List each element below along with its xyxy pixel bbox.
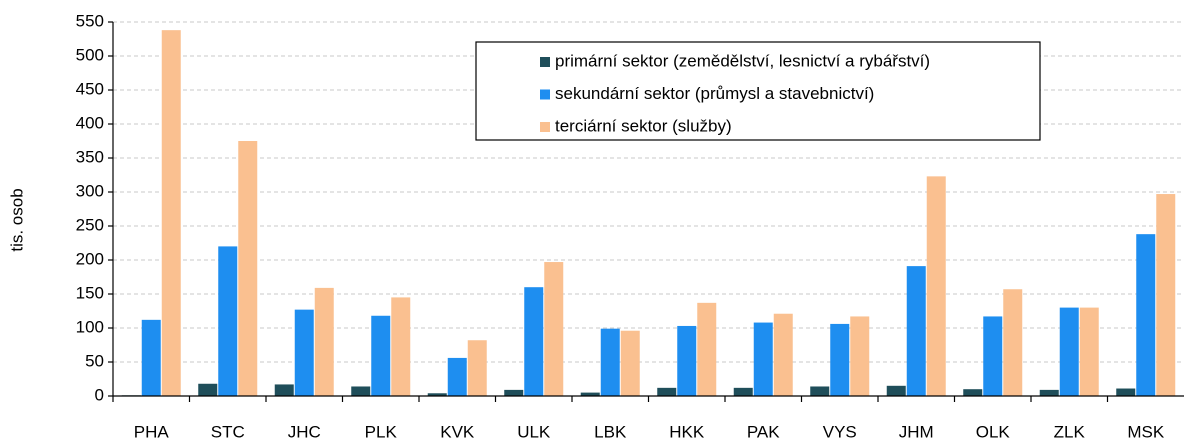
bar	[810, 386, 830, 396]
bar	[351, 386, 371, 396]
bar	[830, 323, 850, 396]
bar	[544, 262, 564, 396]
bar	[1003, 289, 1023, 396]
legend-label: primární sektor (zemědělství, lesnictví …	[555, 51, 930, 70]
y-tick-label: 550	[76, 11, 104, 30]
bar	[1116, 388, 1136, 396]
bar	[161, 30, 181, 396]
y-tick-label: 0	[95, 385, 104, 404]
y-tick-label: 450	[76, 79, 104, 98]
bar	[1059, 307, 1079, 396]
x-tick-label: STC	[211, 422, 245, 439]
bar	[733, 387, 753, 396]
bar	[1039, 389, 1059, 396]
bar	[274, 384, 294, 396]
bar	[141, 319, 161, 396]
x-tick-label: HKK	[669, 422, 705, 439]
bar	[371, 315, 391, 396]
y-tick-label: 50	[85, 351, 104, 370]
bar	[391, 297, 411, 396]
y-tick-label: 500	[76, 45, 104, 64]
x-tick-label: JHC	[288, 422, 321, 439]
y-tick-label: 100	[76, 317, 104, 336]
x-tick-label: ULK	[517, 422, 551, 439]
bar	[773, 313, 793, 396]
bar	[677, 325, 697, 396]
bar	[294, 309, 314, 396]
bar	[427, 393, 447, 396]
bar	[218, 246, 238, 396]
y-tick-label: 250	[76, 215, 104, 234]
bar	[1079, 307, 1099, 396]
x-tick-label: PHA	[134, 422, 170, 439]
bar	[467, 340, 487, 396]
legend-box	[475, 41, 1041, 141]
bar	[850, 316, 870, 396]
bar	[504, 389, 524, 396]
bar	[620, 330, 640, 396]
x-tick-label: PLK	[365, 422, 398, 439]
bar	[657, 387, 677, 396]
bar	[753, 322, 773, 396]
bar	[697, 302, 717, 396]
x-tick-label: PAK	[747, 422, 780, 439]
bar	[524, 287, 544, 396]
bar	[906, 266, 926, 396]
bar	[963, 389, 983, 396]
legend-label: sekundární sektor (průmysl a stavebnictv…	[555, 84, 874, 103]
legend-swatch	[540, 57, 550, 67]
x-tick-label: MSK	[1127, 422, 1165, 439]
bar	[314, 287, 334, 396]
bar	[447, 357, 467, 396]
x-tick-label: KVK	[440, 422, 475, 439]
bar	[238, 141, 258, 396]
y-tick-label: 300	[76, 181, 104, 200]
legend-swatch	[540, 122, 550, 132]
bar	[926, 176, 946, 396]
x-tick-label: JHM	[899, 422, 934, 439]
legend-swatch	[540, 89, 550, 100]
y-tick-label: 200	[76, 249, 104, 268]
bar	[1136, 234, 1156, 396]
y-tick-label: 400	[76, 113, 104, 132]
y-tick-label: 350	[76, 147, 104, 166]
x-tick-label: ZLK	[1054, 422, 1086, 439]
bar	[983, 316, 1003, 396]
y-tick-label: 150	[76, 283, 104, 302]
bar	[198, 383, 218, 396]
bar	[580, 392, 600, 396]
x-tick-label: LBK	[594, 422, 627, 439]
bar	[886, 385, 906, 396]
x-tick-label: OLK	[976, 422, 1011, 439]
bar	[600, 328, 620, 396]
y-axis-label: tis. osob	[7, 188, 26, 251]
bar	[1156, 194, 1176, 396]
legend-label: terciární sektor (služby)	[555, 116, 732, 135]
x-tick-label: VYS	[823, 422, 857, 439]
